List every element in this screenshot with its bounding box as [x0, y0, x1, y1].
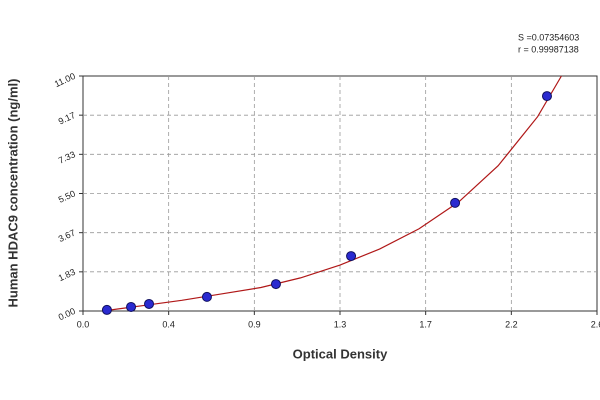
data-point	[450, 197, 461, 208]
y-tick-label: 9.17	[57, 110, 77, 126]
annotation: r = 0.99987138	[518, 44, 579, 54]
data-point	[270, 279, 281, 290]
x-tick-label: 0.4	[162, 319, 175, 329]
y-tick-label: 3.67	[57, 228, 77, 244]
data-point	[101, 304, 112, 315]
y-tick-label: 1.83	[57, 267, 77, 283]
y-tick-label: 11.00	[53, 71, 77, 89]
x-tick-label: 1.3	[334, 319, 347, 329]
data-point	[201, 291, 212, 302]
annotation: S =0.07354603	[518, 32, 579, 42]
x-axis-title: Optical Density	[293, 346, 388, 361]
x-tick-label: 2.6	[591, 319, 600, 329]
data-point	[126, 301, 137, 312]
x-tick-label: 2.2	[505, 319, 518, 329]
y-axis-title: Human HDAC9 concentration (ng/ml)	[5, 79, 20, 308]
data-point	[144, 298, 155, 309]
x-tick-label: 1.7	[419, 319, 432, 329]
y-tick-label: 5.50	[57, 188, 77, 204]
y-tick-label: 0.00	[57, 306, 77, 322]
fit-curve	[102, 75, 562, 311]
data-point	[346, 251, 357, 262]
data-point	[541, 91, 552, 102]
x-tick-label: 0.9	[248, 319, 261, 329]
y-tick-label: 7.33	[57, 149, 77, 165]
x-tick-label: 0.0	[77, 319, 90, 329]
